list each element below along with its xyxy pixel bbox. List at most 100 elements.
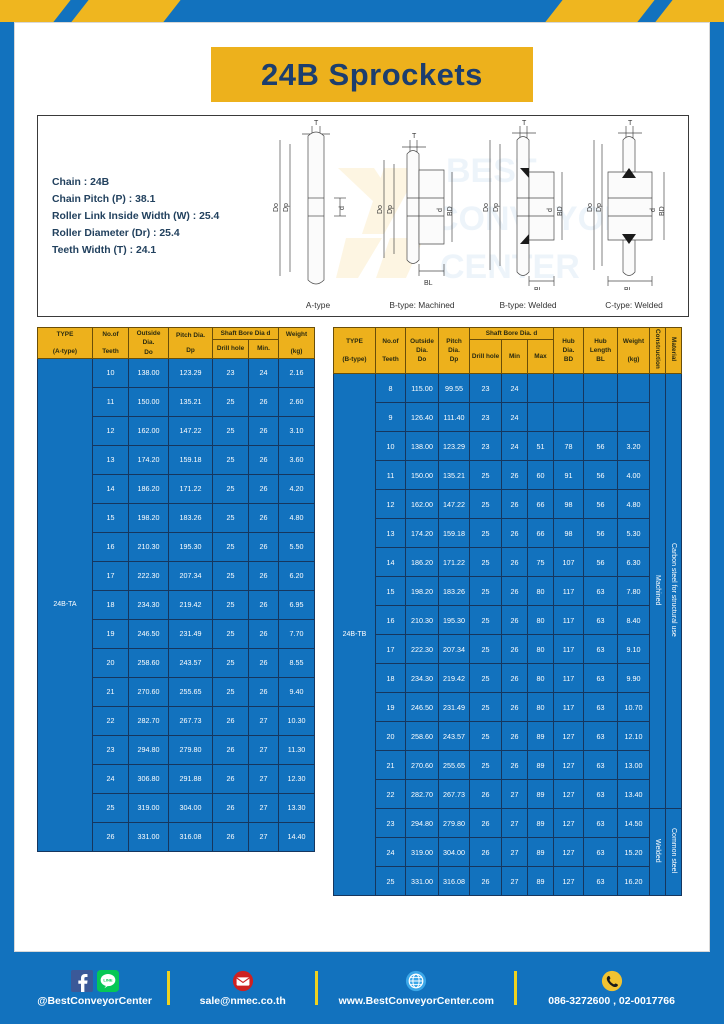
cell-pitch-dia: 279.80 (168, 734, 213, 765)
cell-outside-dia: 258.60 (405, 721, 439, 752)
cell-drill-hole: 23 (212, 357, 249, 388)
table-row: 12 162.00 147.22 25 26 66 98 56 4.80 (334, 489, 682, 520)
svg-text:Dp: Dp (283, 203, 290, 212)
cell-weight: 15.20 (617, 837, 650, 868)
col-header-outside-dia: Outside Dia. Do (128, 327, 169, 359)
cell-pitch-dia: 231.49 (438, 692, 470, 723)
facebook-icon[interactable] (70, 969, 93, 992)
table-row: 19 246.50 231.49 25 26 80 117 63 10.70 (334, 692, 682, 723)
cell-drill-hole: 25 (469, 692, 502, 723)
table-row: 24 319.00 304.00 26 27 89 127 63 15.20 (334, 837, 682, 868)
cell-outside-dia: 234.30 (405, 663, 439, 694)
cell-outside-dia: 270.60 (128, 676, 169, 707)
cell-hub-dia (553, 373, 584, 404)
cell-outside-dia: 210.30 (128, 531, 169, 562)
cell-weight: 6.95 (278, 589, 315, 620)
table-row: 24B-TB 8 115.00 99.55 23 24 Machined Carbon ste… (333, 373, 682, 897)
cell-pitch-dia: 99.55 (438, 373, 470, 404)
cell-max: 80 (527, 663, 554, 694)
globe-icon[interactable] (405, 970, 427, 992)
cell-max (527, 373, 554, 404)
diagram-caption: B-type: Welded (499, 300, 557, 310)
table-header-row: Drill hole Min Max (334, 339, 682, 375)
cell-weight: 11.30 (278, 734, 315, 765)
cell-min: 27 (501, 808, 528, 839)
cell-hub-dia: 127 (553, 779, 584, 810)
cell-hub-dia: 91 (553, 460, 584, 491)
footer-item-phone[interactable]: 086-3272600 , 02-0017766 (517, 970, 706, 1007)
a-type-table-body: 24B-TA 10 138.00 123.29 23 24 2.16 11 150.00 135.… (37, 357, 315, 852)
cell-weight: 3.20 (617, 431, 650, 462)
cell-weight: 4.00 (617, 460, 650, 491)
cell-min: 27 (248, 763, 279, 794)
footer-item-social[interactable]: LINE @BestConveyorCenter (22, 969, 167, 1007)
diagram-c-type-welded: T Do Dp d BD BL C-type: Welded (584, 120, 684, 316)
cell-pitch-dia: 243.57 (168, 647, 213, 678)
cell-weight: 9.40 (278, 676, 315, 707)
cell-min: 26 (501, 634, 528, 665)
cell-pitch-dia: 147.22 (168, 415, 213, 446)
cell-teeth: 15 (375, 576, 406, 607)
cell-pitch-dia: 207.34 (438, 634, 470, 665)
cell-min: 26 (501, 547, 528, 578)
footer-item-website[interactable]: www.BestConveyorCenter.com (318, 970, 514, 1007)
col-header-hub-dia: Hub Dia. BD (553, 326, 584, 375)
cell-teeth: 18 (375, 663, 406, 694)
cell-drill-hole: 25 (212, 473, 249, 504)
cell-pitch-dia: 219.42 (438, 663, 470, 694)
cell-max: 66 (527, 518, 554, 549)
col-header-pitch-dia: Pitch Dia. Dp (438, 326, 470, 375)
table-row: 20 258.60 243.57 25 26 8.55 (38, 647, 315, 678)
cell-teeth: 13 (92, 444, 129, 475)
cell-teeth: 12 (92, 415, 129, 446)
cell-drill-hole: 25 (212, 502, 249, 533)
chevron-shape (71, 0, 181, 22)
table-row: 16 210.30 195.30 25 26 5.50 (38, 531, 315, 562)
email-icon[interactable] (232, 970, 254, 992)
cell-weight: 10.30 (278, 705, 315, 736)
cell-drill-hole: 25 (469, 489, 502, 520)
cell-pitch-dia: 255.65 (438, 750, 470, 781)
line-icon[interactable]: LINE (96, 969, 119, 992)
cell-drill-hole: 25 (212, 415, 249, 446)
cell-outside-dia: 126.40 (405, 402, 439, 433)
b-type-table-head: TYPE (B-type) No.of Teeth Outside (333, 326, 682, 375)
cell-max: 89 (527, 750, 554, 781)
table-row: 25 319.00 304.00 26 27 13.30 (38, 792, 315, 823)
cell-outside-dia: 115.00 (405, 373, 439, 404)
cell-min: 24 (501, 373, 528, 404)
cell-outside-dia: 258.60 (128, 647, 169, 678)
cell-drill-hole: 25 (212, 560, 249, 591)
cell-hub-dia: 98 (553, 489, 584, 520)
cell-hub-dia: 117 (553, 605, 584, 636)
cell-drill-hole: 25 (212, 531, 249, 562)
table-row: 10 138.00 123.29 23 24 51 78 56 3.20 (334, 431, 682, 462)
cell-min: 26 (501, 663, 528, 694)
cell-construction: Machined (649, 373, 666, 810)
cell-drill-hole: 26 (469, 837, 502, 868)
cell-min: 26 (501, 605, 528, 636)
cell-min: 26 (248, 618, 279, 649)
cell-max: 89 (527, 721, 554, 752)
cell-hub-dia: 127 (553, 721, 584, 752)
cell-teeth: 10 (92, 357, 129, 388)
phone-icon[interactable] (601, 970, 623, 992)
cell-drill-hole: 25 (469, 518, 502, 549)
svg-text:Do: Do (587, 203, 594, 212)
cell-outside-dia: 198.20 (128, 502, 169, 533)
cell-drill-hole: 26 (212, 821, 249, 852)
table-row: 24B-TA 10 138.00 123.29 23 24 2.16 (37, 357, 315, 852)
cell-weight: 13.00 (617, 750, 650, 781)
cell-pitch-dia: 183.26 (438, 576, 470, 607)
footer-item-email[interactable]: sale@nmec.co.th (170, 970, 315, 1007)
diagram-a-type: T Do Dp d A-type (268, 120, 368, 316)
cell-teeth: 22 (92, 705, 129, 736)
cell-teeth: 8 (375, 373, 406, 404)
svg-text:Do: Do (273, 203, 280, 212)
cell-outside-dia: 246.50 (405, 692, 439, 723)
cell-min: 26 (248, 415, 279, 446)
table-row: 18 234.30 219.42 25 26 80 117 63 9.90 (334, 663, 682, 694)
table-header-row: TYPE (B-type) No.of Teeth Outside (333, 326, 682, 375)
cell-drill-hole: 23 (469, 373, 502, 404)
svg-text:d: d (339, 206, 346, 210)
